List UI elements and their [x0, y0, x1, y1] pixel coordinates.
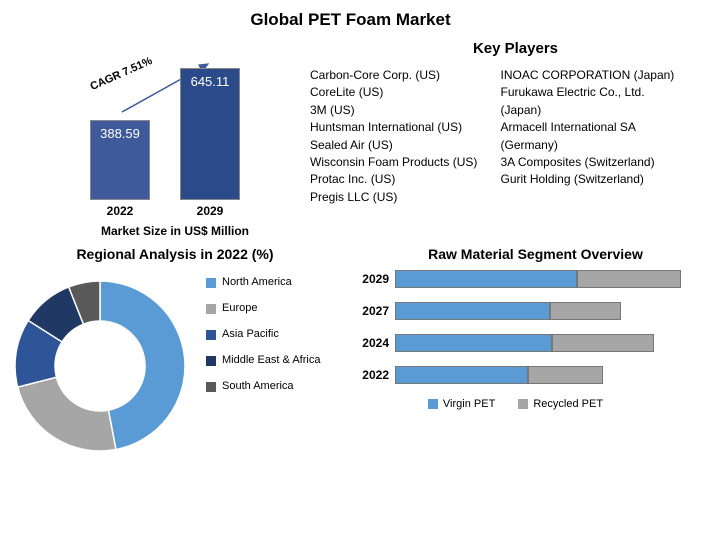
raw-material-rows: 2029 2027 2024 2022 — [350, 270, 681, 384]
market-bar: 645.112029 — [180, 68, 240, 200]
legend-item: South America — [206, 380, 320, 392]
key-player-item: Gurit Holding (Switzerland) — [501, 171, 682, 188]
legend-item: North America — [206, 276, 320, 288]
legend-recycled-label: Recycled PET — [533, 398, 603, 410]
rm-bar — [395, 270, 681, 288]
key-players-col2: INOAC CORPORATION (Japan)Furukawa Electr… — [501, 67, 682, 206]
key-player-item: CoreLite (US) — [310, 84, 491, 101]
legend-swatch — [206, 278, 216, 288]
rm-row: 2022 — [350, 366, 681, 384]
key-player-item: Pregis LLC (US) — [310, 189, 491, 206]
raw-material-legend: Virgin PET Recycled PET — [350, 398, 681, 412]
regional-title: Regional Analysis in 2022 (%) — [0, 246, 350, 262]
bar-year: 2029 — [180, 204, 240, 218]
legend-virgin: Virgin PET — [428, 398, 495, 410]
rm-year: 2022 — [350, 368, 395, 382]
rm-year: 2024 — [350, 336, 395, 350]
rm-bar — [395, 334, 681, 352]
donut-chart — [0, 266, 200, 466]
rm-bar — [395, 366, 681, 384]
regional-legend: North America Europe Asia Pacific Middle Ea… — [200, 266, 320, 466]
legend-item: Asia Pacific — [206, 328, 320, 340]
legend-label: North America — [222, 276, 292, 288]
cagr-arrow — [30, 50, 280, 220]
key-players-panel: Key Players Carbon-Core Corp. (US)CoreLi… — [300, 30, 701, 238]
rm-seg-recycled — [577, 270, 681, 288]
key-player-item: Carbon-Core Corp. (US) — [310, 67, 491, 84]
legend-virgin-label: Virgin PET — [443, 398, 495, 410]
bar-year: 2022 — [90, 204, 150, 218]
key-player-item: Wisconsin Foam Products (US) — [310, 154, 491, 171]
bar-value: 645.11 — [180, 74, 240, 89]
legend-swatch — [206, 356, 216, 366]
raw-material-title: Raw Material Segment Overview — [390, 246, 681, 262]
legend-item: Middle East & Africa — [206, 354, 320, 366]
legend-label: South America — [222, 380, 294, 392]
key-player-item: Sealed Air (US) — [310, 137, 491, 154]
legend-label: Asia Pacific — [222, 328, 279, 340]
key-player-item: Armacell International SA (Germany) — [501, 119, 682, 154]
rm-row: 2027 — [350, 302, 681, 320]
legend-label: Europe — [222, 302, 257, 314]
key-player-item: INOAC CORPORATION (Japan) — [501, 67, 682, 84]
swatch-virgin — [428, 399, 438, 409]
rm-seg-recycled — [550, 302, 621, 320]
key-player-item: Protac Inc. (US) — [310, 171, 491, 188]
legend-recycled: Recycled PET — [518, 398, 603, 410]
market-bar: 388.592022 — [90, 120, 150, 200]
top-row: CAGR 7.51% 388.592022645.112029 Market S… — [0, 30, 701, 238]
legend-swatch — [206, 304, 216, 314]
rm-seg-virgin — [395, 270, 577, 288]
page-title: Global PET Foam Market — [0, 0, 701, 30]
rm-bar — [395, 302, 681, 320]
rm-row: 2024 — [350, 334, 681, 352]
key-player-item: Huntsman International (US) — [310, 119, 491, 136]
regional-panel: Regional Analysis in 2022 (%) North Amer… — [0, 246, 350, 466]
bars-area: CAGR 7.51% 388.592022645.112029 — [30, 50, 280, 220]
key-player-item: 3A Composites (Switzerland) — [501, 154, 682, 171]
market-size-chart: CAGR 7.51% 388.592022645.112029 Market S… — [0, 30, 300, 238]
legend-swatch — [206, 330, 216, 340]
donut-svg — [0, 266, 200, 466]
rm-seg-virgin — [395, 302, 550, 320]
raw-material-panel: Raw Material Segment Overview 2029202720… — [350, 246, 701, 466]
legend-item: Europe — [206, 302, 320, 314]
rm-seg-recycled — [528, 366, 603, 384]
legend-swatch — [206, 382, 216, 392]
bar-value: 388.59 — [90, 126, 150, 141]
key-player-item: 3M (US) — [310, 102, 491, 119]
key-player-item: Furukawa Electric Co., Ltd. (Japan) — [501, 84, 682, 119]
key-players-col1: Carbon-Core Corp. (US)CoreLite (US)3M (U… — [310, 67, 491, 206]
rm-seg-recycled — [552, 334, 654, 352]
rm-year: 2027 — [350, 304, 395, 318]
xaxis-title: Market Size in US$ Million — [50, 224, 300, 238]
rm-row: 2029 — [350, 270, 681, 288]
rm-seg-virgin — [395, 334, 552, 352]
key-players-title: Key Players — [350, 40, 681, 57]
rm-year: 2029 — [350, 272, 395, 286]
legend-label: Middle East & Africa — [222, 354, 320, 366]
key-players-columns: Carbon-Core Corp. (US)CoreLite (US)3M (U… — [310, 67, 681, 206]
swatch-recycled — [518, 399, 528, 409]
rm-seg-virgin — [395, 366, 528, 384]
bottom-row: Regional Analysis in 2022 (%) North Amer… — [0, 246, 701, 466]
regional-body: North America Europe Asia Pacific Middle Ea… — [0, 266, 350, 466]
